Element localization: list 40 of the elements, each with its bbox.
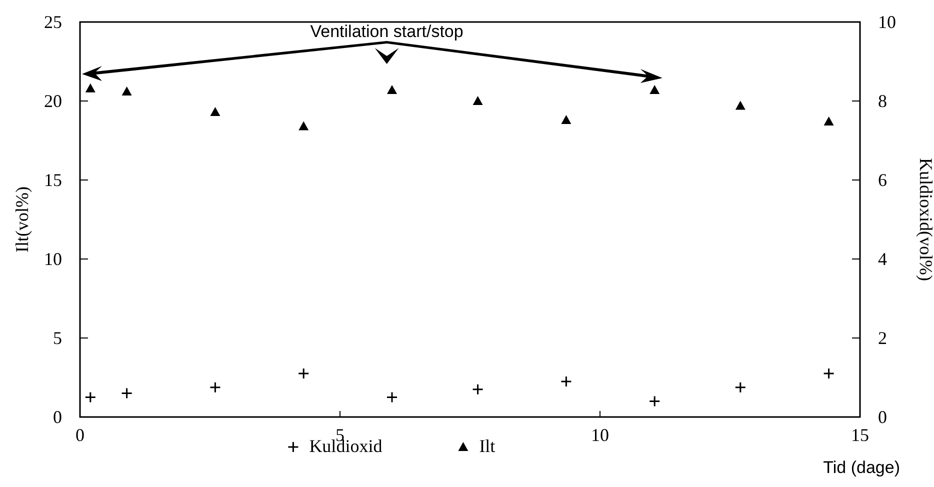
point [823, 368, 835, 380]
point [122, 86, 132, 96]
y-tick-label: 15 [44, 170, 62, 190]
y-tick-label: 25 [44, 12, 62, 32]
x-tick-label: 0 [76, 425, 84, 445]
y-axis-title: Ilt(vol%) [12, 186, 32, 252]
point [648, 395, 660, 407]
y2-tick-label: 0 [878, 407, 887, 427]
point [298, 121, 309, 130]
point [85, 83, 96, 92]
legend-label: Ilt [479, 436, 496, 456]
point [824, 116, 834, 126]
point [472, 384, 484, 396]
point [387, 84, 397, 94]
point [734, 382, 746, 394]
point [386, 392, 398, 403]
point [209, 382, 221, 394]
y2-tick-label: 4 [878, 249, 887, 269]
point [84, 392, 96, 403]
y2-tick-label: 8 [878, 91, 887, 111]
y-tick-label: 20 [44, 91, 62, 111]
point [121, 388, 133, 400]
point [735, 100, 746, 110]
x-axis-title: Tid (dage) [823, 458, 900, 477]
y2-axis-title: Kuldioxid(vol%) [916, 158, 934, 281]
y-tick-label: 0 [53, 407, 62, 427]
point [561, 114, 572, 124]
point [650, 84, 660, 94]
annotation: Ventilation start/stop [310, 22, 464, 41]
y-tick-label: 5 [53, 328, 62, 348]
y2-tick-label: 6 [878, 170, 887, 190]
y-tick-label: 10 [44, 249, 62, 269]
point [298, 368, 310, 380]
y2-tick-label: 10 [878, 12, 896, 32]
x-tick-label: 15 [851, 425, 869, 445]
point [472, 96, 483, 105]
point [210, 107, 220, 116]
y2-tick-label: 2 [878, 328, 887, 348]
point [560, 376, 572, 388]
x-tick-label: 10 [591, 425, 609, 445]
